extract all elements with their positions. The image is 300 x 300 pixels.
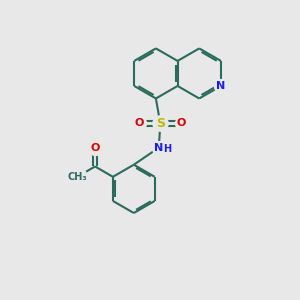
Text: O: O — [177, 118, 186, 128]
Text: H: H — [163, 144, 171, 154]
Text: O: O — [90, 143, 100, 153]
Text: N: N — [216, 81, 226, 91]
Text: CH₃: CH₃ — [68, 172, 87, 182]
Text: N: N — [154, 142, 164, 153]
Text: S: S — [156, 117, 165, 130]
Text: O: O — [134, 118, 144, 128]
